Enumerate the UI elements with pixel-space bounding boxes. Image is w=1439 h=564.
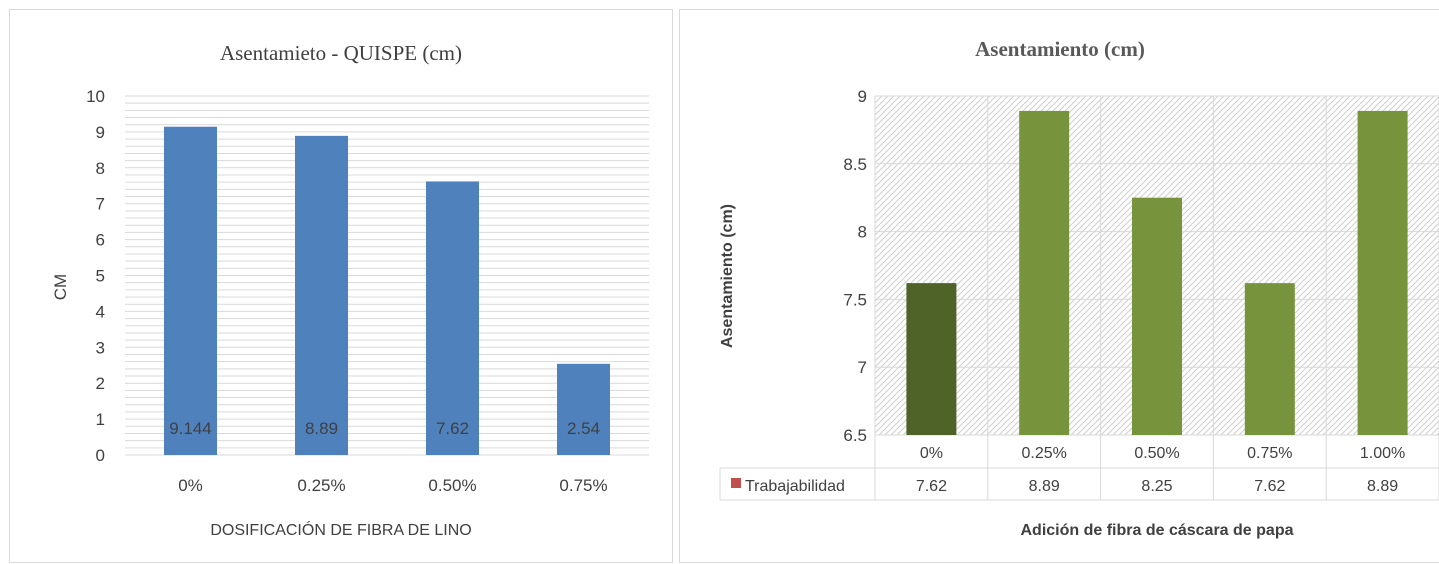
y-tick-label: 0 [96,446,105,465]
bar [906,283,957,435]
x-tick-label: 0% [178,476,203,495]
x-tick-label: 0.50% [428,476,476,495]
y-tick-label: 10 [86,87,105,106]
right-chart-panel: Asentamiento (cm) Asentamiento (cm) Adic… [679,9,1439,563]
x-tick-label: 0% [920,445,943,462]
bar [295,135,348,455]
table-value: 8.89 [1029,478,1060,495]
y-tick-label: 7 [96,195,105,214]
x-tick-label: 0.75% [1247,445,1292,462]
left-chart-ylabel: CM [51,274,70,300]
legend-marker [731,478,741,488]
y-tick-label: 2 [96,374,105,393]
y-tick-label: 3 [96,338,105,357]
y-tick-label: 9 [858,87,867,106]
y-tick-label: 5 [96,267,105,286]
bar [557,363,610,455]
y-tick-label: 6 [96,231,105,250]
y-tick-label: 7.5 [843,290,867,309]
x-tick-label: 0.75% [559,476,607,495]
data-label: 2.54 [567,419,600,438]
right-chart-title: Asentamiento (cm) [975,37,1145,61]
left-chart-xlabel: DOSIFICACIÓN DE FIBRA DE LINO [210,520,471,539]
bar [1357,110,1408,435]
table-value: 8.89 [1367,478,1398,495]
right-chart-svg: Asentamiento (cm) Asentamiento (cm) Adic… [719,37,1439,539]
y-tick-label: 8 [858,223,867,242]
bar [164,126,217,455]
table-value: 7.62 [916,478,947,495]
y-tick-label: 8 [96,159,105,178]
y-tick-label: 9 [96,123,105,142]
table-value: 8.25 [1141,478,1172,495]
y-tick-label: 6.5 [843,426,867,445]
y-tick-label: 1 [96,410,105,429]
y-tick-label: 8.5 [843,155,867,174]
data-label: 7.62 [436,419,469,438]
x-tick-label: 0.25% [1022,445,1067,462]
x-tick-label: 0.25% [297,476,345,495]
right-chart-xlabel: Adición de fibra de cáscara de papa [1021,522,1294,539]
bar [1244,283,1295,435]
left-chart-panel: Asentamieto - QUISPE (cm) CM DOSIFICACIÓ… [9,9,673,563]
data-label: 8.89 [305,419,338,438]
y-tick-label: 4 [96,302,105,321]
table-value: 7.62 [1254,478,1285,495]
bar [426,181,479,455]
left-chart-title: Asentamieto - QUISPE (cm) [220,41,462,65]
left-chart-svg: Asentamieto - QUISPE (cm) CM DOSIFICACIÓ… [51,41,649,539]
y-tick-label: 7 [858,358,867,377]
data-label: 9.144 [169,419,212,438]
x-tick-label: 0.50% [1134,445,1179,462]
legend-label: Trabajabilidad [745,478,845,495]
bar [1019,110,1070,435]
x-tick-label: 1.00% [1360,445,1405,462]
right-chart-ylabel: Asentamiento (cm) [719,204,736,348]
bar [1132,197,1182,435]
